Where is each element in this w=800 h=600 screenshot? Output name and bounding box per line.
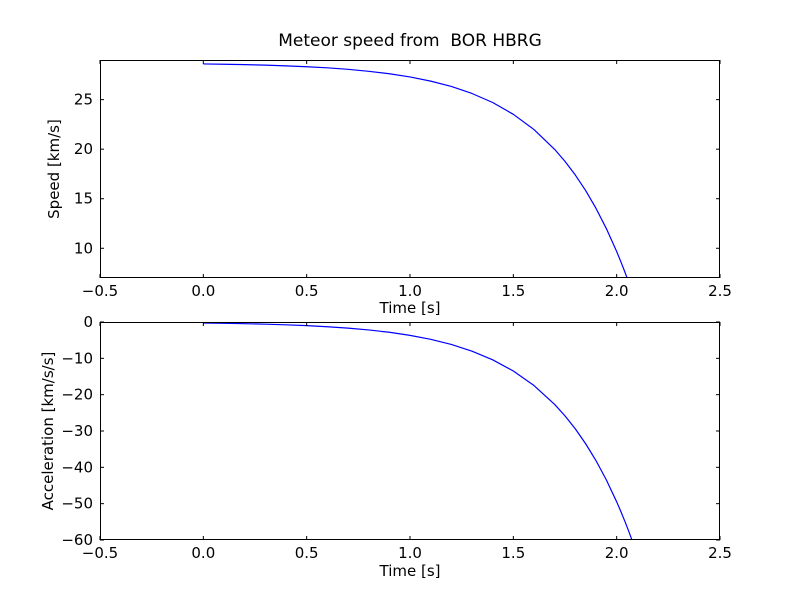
- acceleration-line: [203, 322, 633, 540]
- speed-y-axis-label: Speed [km/s]: [45, 119, 63, 219]
- acceleration-y-axis-label: Acceleration [km/s/s]: [39, 351, 57, 511]
- acceleration-x-axis-label: Time [s]: [379, 562, 441, 580]
- chart-title: Meteor speed from BOR HBRG: [278, 31, 542, 51]
- speed-line: [203, 63, 628, 278]
- y-tick-label: −60: [61, 531, 93, 549]
- x-tick-label: 2.0: [605, 282, 629, 300]
- x-tick-label: 2.5: [708, 282, 732, 300]
- x-tick-label: 0.5: [295, 544, 319, 562]
- y-tick-label: −30: [61, 422, 93, 440]
- x-tick-label: 1.0: [398, 282, 422, 300]
- x-tick-label: 1.5: [501, 544, 525, 562]
- y-tick-label: 15: [74, 190, 93, 208]
- y-tick-label: 20: [74, 140, 93, 158]
- axes-frame: [100, 60, 720, 278]
- subplot-1: −0.5 0.0 0.5 1.0 1.5 2.0 2.5 0 −10 −20 −30 −40 −50 −6…: [61, 313, 732, 562]
- y-tick-label: −10: [61, 349, 93, 367]
- x-tick-label: −0.5: [82, 282, 118, 300]
- axes-frame: [100, 322, 720, 540]
- x-tick-label: 2.0: [605, 544, 629, 562]
- x-tick-label: 2.5: [708, 544, 732, 562]
- x-tick-label: −0.5: [82, 544, 118, 562]
- subplot-0: −0.5 0.0 0.5 1.0 1.5 2.0 2.5 10 15 20 25: [74, 60, 732, 300]
- x-tick-label: 1.5: [501, 282, 525, 300]
- speed-x-axis-label: Time [s]: [379, 299, 441, 317]
- x-tick-label: 0.0: [191, 544, 215, 562]
- y-tick-label: 0: [83, 313, 93, 331]
- y-tick-label: 10: [74, 239, 93, 257]
- x-tick-label: 0.0: [191, 282, 215, 300]
- x-tick-label: 1.0: [398, 544, 422, 562]
- y-tick-label: −20: [61, 386, 93, 404]
- y-tick-label: −50: [61, 495, 93, 513]
- y-tick-label: −40: [61, 458, 93, 476]
- y-tick-label: 25: [74, 91, 93, 109]
- x-tick-label: 0.5: [295, 282, 319, 300]
